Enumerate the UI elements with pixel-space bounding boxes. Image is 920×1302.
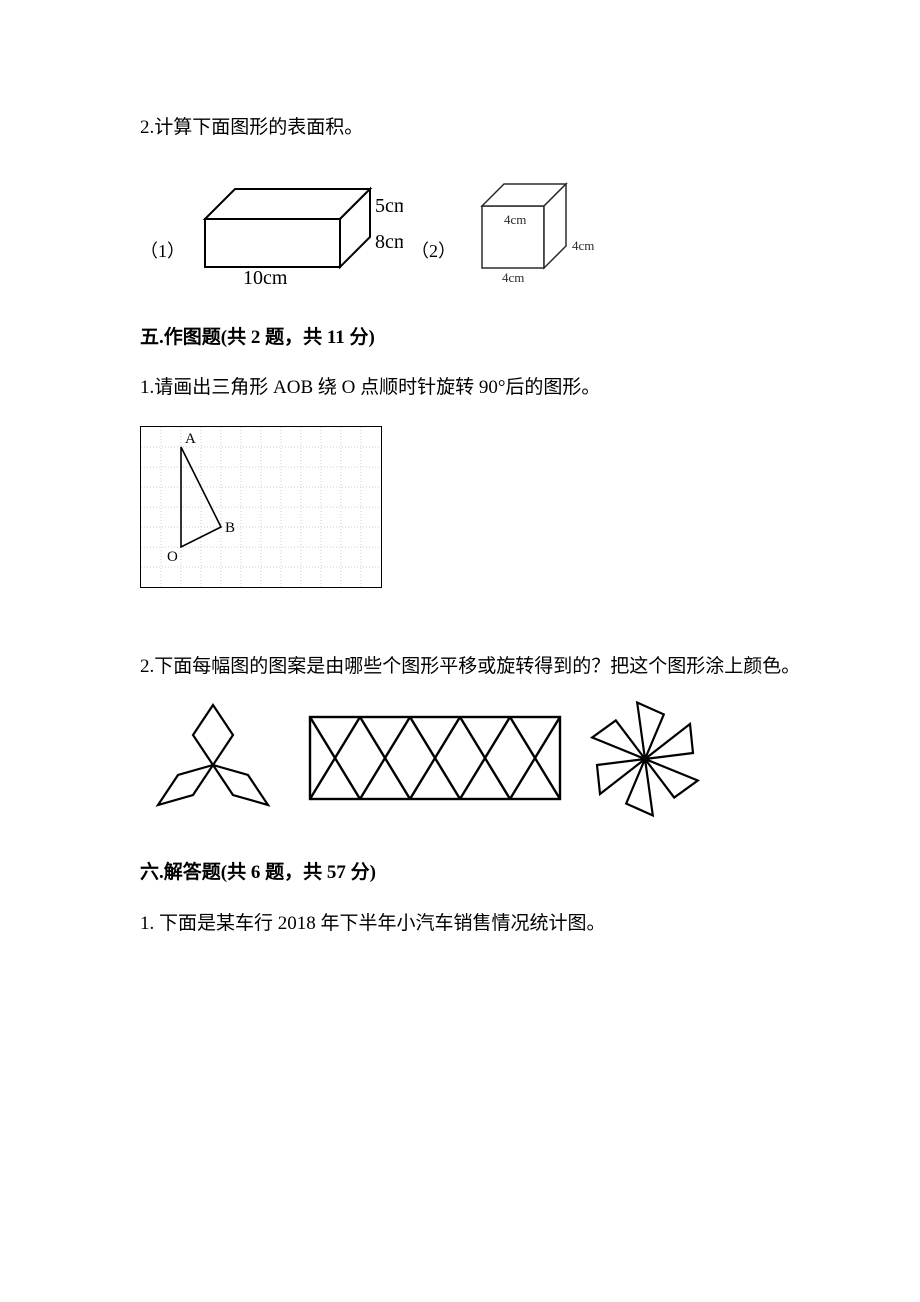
rotation-grid-svg: A B O xyxy=(141,427,381,587)
section-5-q2: 2.下面每幅图的图案是由哪些个图形平移或旋转得到的？把这个图形涂上颜色。 xyxy=(140,649,920,685)
svg-text:4cm: 4cm xyxy=(502,270,524,284)
figure-2-label: （2） xyxy=(411,234,456,268)
svg-text:10cm: 10cm xyxy=(243,267,288,284)
svg-text:O: O xyxy=(167,549,178,565)
section-6-heading: 六.解答题(共 6 题，共 57 分) xyxy=(140,855,920,891)
section-6-q1: 1. 下面是某车行 2018 年下半年小汽车销售情况统计图。 xyxy=(140,906,920,942)
cube-figure: 4cm 4cm 4cm xyxy=(464,164,614,284)
svg-text:A: A xyxy=(185,431,196,447)
svg-text:8cm: 8cm xyxy=(375,231,403,253)
pattern-figures xyxy=(140,699,920,819)
svg-text:4cm: 4cm xyxy=(504,212,526,227)
figure-row: （1） 5cm 8cm 10cm （2） 4cm 4cm 4cm xyxy=(140,164,920,284)
patterns-svg xyxy=(140,699,710,819)
figure-1-label: （1） xyxy=(140,234,185,268)
rotation-grid: A B O xyxy=(140,426,382,588)
question-2-text: 2.计算下面图形的表面积。 xyxy=(140,110,920,146)
svg-text:5cm: 5cm xyxy=(375,195,403,217)
section-5-heading: 五.作图题(共 2 题，共 11 分) xyxy=(140,320,920,356)
svg-text:4cm: 4cm xyxy=(572,238,594,253)
svg-text:B: B xyxy=(225,520,235,536)
section-5-q1: 1.请画出三角形 AOB 绕 O 点顺时针旋转 90°后的图形。 xyxy=(140,370,920,406)
cuboid-figure: 5cm 8cm 10cm xyxy=(193,164,403,284)
